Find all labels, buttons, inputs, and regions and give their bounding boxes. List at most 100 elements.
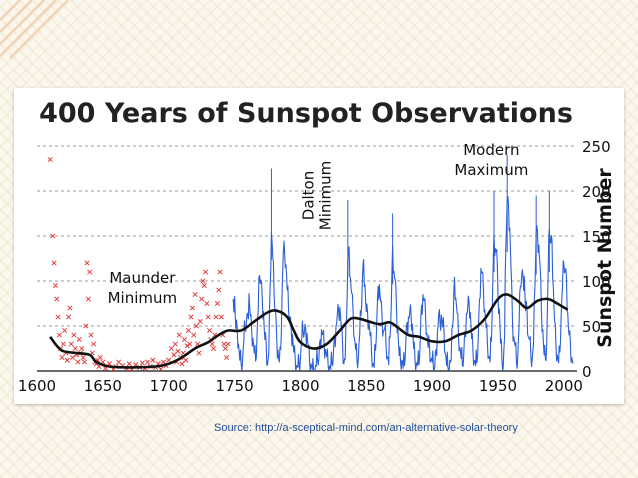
early-observation-point [199, 296, 205, 302]
early-observation-point [187, 341, 193, 347]
early-observation-point [176, 332, 182, 338]
early-observation-point [206, 327, 213, 334]
early-observation-point [191, 332, 197, 338]
early-observation-point [197, 318, 203, 325]
x-tick-label: 2000 [545, 377, 583, 395]
early-observation-point [52, 282, 58, 289]
early-observation-point [196, 350, 202, 356]
early-observation-point [67, 305, 73, 311]
chart-panel: 400 Years of Sunspot Observations 0 50 100… [14, 88, 624, 404]
annotation-line: Maximum [454, 161, 528, 179]
y-tick-label: 150 [582, 228, 611, 246]
y-tick-label: 100 [582, 273, 611, 291]
early-observation-point [71, 332, 77, 338]
early-observations-series [47, 156, 231, 371]
early-observation-point [54, 296, 60, 302]
early-observation-point [179, 361, 185, 367]
trend-series [49, 293, 569, 369]
early-observation-point [204, 300, 210, 307]
early-observation-point [160, 359, 166, 365]
annotation-dalton-minimum: Dalton Minimum [300, 161, 335, 231]
early-observation-point [189, 305, 195, 311]
early-observation-point [87, 269, 93, 275]
early-observation-point [81, 359, 87, 365]
early-observation-point [172, 341, 178, 347]
early-observation-point [224, 354, 230, 361]
annotation-modern-maximum: Modern Maximum [454, 141, 528, 179]
early-observation-point [79, 345, 85, 352]
early-observation-point [84, 260, 90, 266]
early-observation-point [85, 296, 91, 302]
x-tick-label: 1800 [281, 377, 319, 395]
annotation-line: Modern [463, 141, 519, 159]
modern-observations-series [232, 155, 574, 371]
early-observation-point [72, 345, 78, 352]
early-observation-point [62, 327, 68, 334]
early-observation-point [47, 156, 53, 163]
annotation-maunder-minimum: Maunder Minimum [108, 269, 178, 307]
early-observation-point [145, 359, 151, 365]
annotation-line: Dalton [300, 171, 318, 220]
x-tick-label: 1700 [150, 377, 188, 395]
early-observation-point [68, 341, 74, 347]
early-observation-point [209, 341, 215, 347]
early-observation-point [139, 360, 145, 366]
early-observation-point [210, 345, 217, 352]
early-observation-point [216, 287, 222, 293]
early-observation-point [59, 354, 65, 361]
early-observation-point [75, 359, 81, 365]
x-tick-label: 1850 [347, 377, 385, 395]
y-tick-label: 0 [582, 363, 592, 381]
early-observation-point [70, 354, 76, 361]
early-observation-point [205, 314, 211, 320]
early-observation-point [91, 341, 97, 347]
x-tick-label: 1900 [413, 377, 451, 395]
early-observation-point [175, 348, 181, 354]
y-tick-label: 200 [582, 183, 611, 201]
early-observation-point [166, 357, 172, 363]
early-observation-point [225, 341, 231, 347]
x-tick-label: 1600 [18, 377, 56, 395]
gridlines [37, 145, 577, 372]
early-observation-point [184, 343, 190, 349]
early-observation-point [217, 269, 223, 275]
early-observation-point [221, 341, 227, 347]
early-observation-point [200, 278, 206, 284]
y-axis-label: Sunspot Number [594, 168, 616, 348]
early-observation-point [51, 260, 57, 266]
y-tick-label: 50 [582, 318, 601, 336]
x-tick-label: 1950 [479, 377, 517, 395]
early-observation-point [185, 327, 192, 334]
x-tick-label: 1750 [215, 377, 253, 395]
early-observation-point [218, 314, 224, 320]
early-observation-point [183, 357, 189, 363]
early-observation-point [56, 332, 62, 338]
early-observation-point [97, 354, 103, 361]
early-observation-point [214, 300, 220, 307]
early-observation-point [150, 357, 156, 363]
annotation-line: Minimum [317, 161, 335, 231]
y-tick-label: 250 [582, 138, 611, 156]
modern-observation-line [232, 195, 574, 371]
early-observation-point [83, 323, 89, 329]
early-observation-point [55, 314, 61, 320]
early-observation-point [181, 336, 188, 343]
early-observation-point [222, 345, 228, 352]
early-observation-point [213, 314, 219, 320]
x-tick-labels: 1600 1650 1700 1750 1800 1850 1900 1950 2000 [18, 377, 583, 395]
early-observation-point [203, 269, 209, 275]
early-observation-point [116, 359, 122, 365]
early-observation-point [66, 314, 72, 320]
early-observation-point [192, 291, 198, 298]
early-observation-point [126, 361, 132, 367]
corner-stripes-decoration [0, 0, 69, 59]
annotation-line: Minimum [108, 289, 178, 307]
early-observation-point [50, 233, 56, 239]
early-observation-point [188, 314, 194, 320]
early-observation-point [201, 282, 207, 289]
early-observation-point [158, 366, 164, 371]
y-tick-labels: 0 50 100 150 200 250 [582, 138, 611, 381]
early-observation-point [168, 345, 174, 352]
trend-line [49, 293, 569, 369]
